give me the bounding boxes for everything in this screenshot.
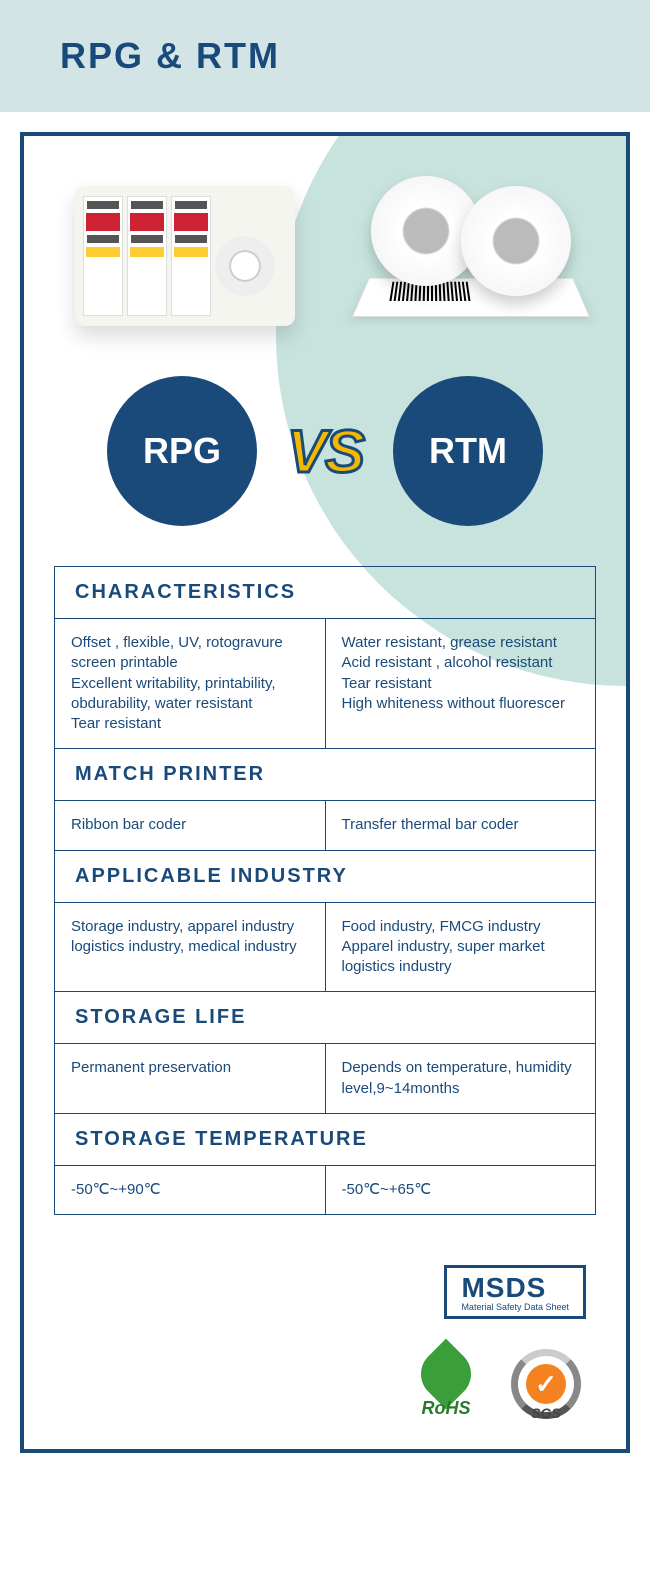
cell-left: Ribbon bar coder [55, 801, 325, 849]
cell-right: Food industry, FMCG industryApparel indu… [325, 903, 596, 992]
checkmark-icon: ✓ [526, 1364, 566, 1404]
section-header: APPLICABLE INDUSTRY [55, 850, 595, 902]
msds-subtitle: Material Safety Data Sheet [461, 1302, 569, 1312]
cell-left: Permanent preservation [55, 1044, 325, 1113]
vs-row: RPG VS RTM [24, 356, 626, 566]
cell-left: Offset , flexible, UV, rotogravure scree… [55, 619, 325, 748]
product-images-row [24, 136, 626, 356]
certification-badges-row2: RoHS ✓ SGS [24, 1349, 626, 1449]
table-row: Storage industry, apparel industry logis… [55, 902, 595, 992]
table-row: Permanent preservation Depends on temper… [55, 1043, 595, 1113]
main-frame: RPG VS RTM CHARACTERISTICS Offset , flex… [20, 132, 630, 1453]
table-row: Offset , flexible, UV, rotogravure scree… [55, 618, 595, 748]
section-header: STORAGE LIFE [55, 991, 595, 1043]
certification-badges: MSDS Material Safety Data Sheet [24, 1245, 626, 1349]
cell-right: Transfer thermal bar coder [325, 801, 596, 849]
page-title: RPG & RTM [60, 35, 650, 77]
header-band: RPG & RTM [0, 0, 650, 112]
cell-left: -50℃~+90℃ [55, 1166, 325, 1214]
rohs-badge: RoHS [401, 1349, 491, 1419]
vs-text: VS [287, 417, 363, 486]
sgs-badge: ✓ SGS [506, 1349, 586, 1419]
sgs-label: SGS [531, 1405, 561, 1421]
table-row: Ribbon bar coder Transfer thermal bar co… [55, 800, 595, 849]
section-header: MATCH PRINTER [55, 748, 595, 800]
rpg-circle-label: RPG [107, 376, 257, 526]
rpg-product-image [60, 166, 310, 346]
section-header: STORAGE TEMPERATURE [55, 1113, 595, 1165]
cell-right: Water resistant, grease resistantAcid re… [325, 619, 596, 748]
comparison-table: CHARACTERISTICS Offset , flexible, UV, r… [54, 566, 596, 1215]
msds-badge: MSDS Material Safety Data Sheet [444, 1265, 586, 1319]
cell-left: Storage industry, apparel industry logis… [55, 903, 325, 992]
section-header: CHARACTERISTICS [55, 567, 595, 618]
rtm-circle-label: RTM [393, 376, 543, 526]
msds-label: MSDS [461, 1274, 569, 1302]
rtm-product-image [341, 166, 591, 346]
cell-right: Depends on temperature, humidity level,9… [325, 1044, 596, 1113]
cell-right: -50℃~+65℃ [325, 1166, 596, 1214]
table-row: -50℃~+90℃ -50℃~+65℃ [55, 1165, 595, 1214]
rohs-label: RoHS [422, 1398, 471, 1419]
